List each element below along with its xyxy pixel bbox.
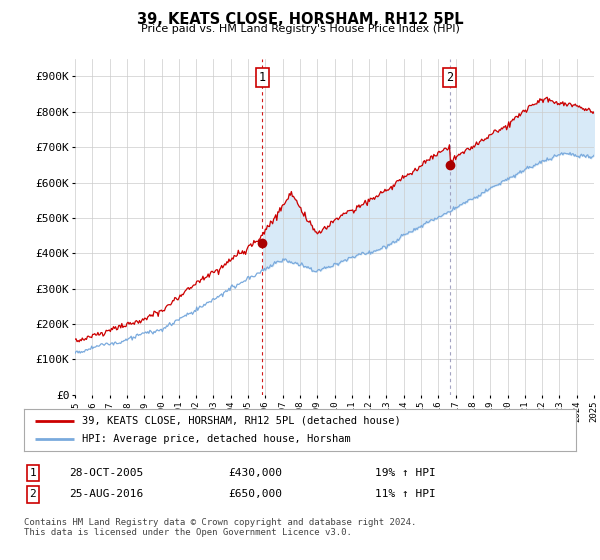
Text: 2: 2	[29, 489, 37, 500]
Text: 39, KEATS CLOSE, HORSHAM, RH12 5PL (detached house): 39, KEATS CLOSE, HORSHAM, RH12 5PL (deta…	[82, 416, 401, 426]
Text: 11% ↑ HPI: 11% ↑ HPI	[375, 489, 436, 500]
Text: Price paid vs. HM Land Registry's House Price Index (HPI): Price paid vs. HM Land Registry's House …	[140, 24, 460, 34]
Text: £430,000: £430,000	[228, 468, 282, 478]
Text: 1: 1	[29, 468, 37, 478]
Text: 19% ↑ HPI: 19% ↑ HPI	[375, 468, 436, 478]
Text: 25-AUG-2016: 25-AUG-2016	[69, 489, 143, 500]
Text: 39, KEATS CLOSE, HORSHAM, RH12 5PL: 39, KEATS CLOSE, HORSHAM, RH12 5PL	[137, 12, 463, 27]
Text: 2: 2	[446, 71, 453, 83]
Text: £650,000: £650,000	[228, 489, 282, 500]
Text: 28-OCT-2005: 28-OCT-2005	[69, 468, 143, 478]
Text: 1: 1	[259, 71, 266, 83]
Text: HPI: Average price, detached house, Horsham: HPI: Average price, detached house, Hors…	[82, 434, 351, 444]
Text: Contains HM Land Registry data © Crown copyright and database right 2024.
This d: Contains HM Land Registry data © Crown c…	[24, 518, 416, 538]
